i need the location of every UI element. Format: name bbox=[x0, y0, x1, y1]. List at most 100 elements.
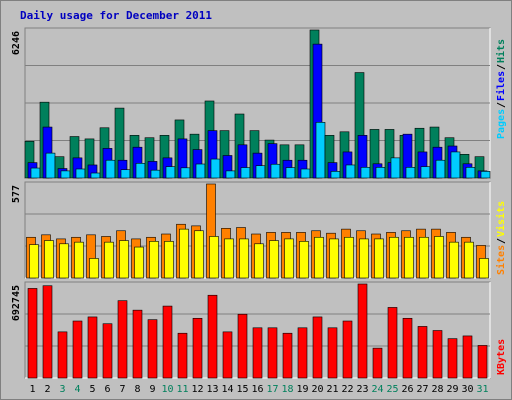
legend-hits-panel-pages: Pages bbox=[496, 109, 507, 139]
kbytes-bar bbox=[297, 327, 308, 379]
day-label: 9 bbox=[149, 384, 155, 395]
day-label: 2 bbox=[44, 384, 50, 395]
kbytes-bar bbox=[327, 327, 338, 379]
kbytes-bar bbox=[132, 309, 143, 379]
sites-bar bbox=[284, 238, 294, 279]
sites-bar bbox=[479, 258, 489, 279]
day-label: 5 bbox=[89, 384, 95, 395]
pages-bar bbox=[300, 168, 311, 179]
legend-hits-panel-files: Files bbox=[495, 71, 507, 101]
sites-bar bbox=[299, 241, 309, 279]
kbytes-panel-ymax-label: 692745 bbox=[11, 285, 22, 321]
kbytes-bar bbox=[447, 338, 458, 379]
pages-bar bbox=[360, 167, 371, 179]
day-label: 3 bbox=[59, 384, 65, 395]
pages-bar bbox=[210, 158, 221, 179]
legend-visits-panel-sep: / bbox=[496, 238, 507, 244]
sites-bar bbox=[359, 238, 369, 279]
legend-kbytes-panel-kbytes: KBytes bbox=[496, 339, 507, 375]
day-label: 11 bbox=[176, 384, 188, 395]
visits-panel-ymax-label: 577 bbox=[11, 185, 22, 203]
sites-bar bbox=[464, 241, 474, 279]
kbytes-bar bbox=[222, 331, 233, 379]
kbytes-bar bbox=[342, 320, 353, 379]
pages-bar bbox=[315, 122, 326, 179]
legend-hits-panel-sep1: / bbox=[496, 102, 507, 108]
day-label: 15 bbox=[236, 384, 248, 395]
day-label: 16 bbox=[251, 384, 263, 395]
kbytes-bar bbox=[177, 332, 188, 379]
sites-bar bbox=[404, 236, 414, 279]
pages-bar bbox=[240, 167, 251, 179]
day-label: 21 bbox=[326, 384, 338, 395]
sites-bar bbox=[239, 238, 249, 279]
kbytes-bar bbox=[372, 347, 383, 379]
legend-visits-panel-visits: Visits bbox=[495, 201, 507, 237]
day-label: 6 bbox=[104, 384, 110, 395]
kbytes-bar bbox=[147, 319, 158, 379]
legend-hits-panel-sep2: / bbox=[496, 64, 507, 70]
day-label: 24 bbox=[371, 384, 383, 395]
kbytes-bar bbox=[432, 330, 443, 379]
day-label: 26 bbox=[401, 384, 413, 395]
sites-bar bbox=[104, 241, 114, 279]
day-label: 28 bbox=[431, 384, 443, 395]
pages-bar bbox=[345, 164, 356, 179]
legend-hits-panel-hits: Hits bbox=[495, 39, 507, 63]
sites-bar bbox=[449, 241, 459, 279]
day-label: 25 bbox=[386, 384, 398, 395]
sites-bar bbox=[179, 228, 189, 279]
pages-bar bbox=[420, 166, 431, 179]
kbytes-bar bbox=[477, 345, 488, 379]
pages-bar bbox=[45, 152, 56, 179]
pages-bar bbox=[165, 166, 176, 179]
sites-bar bbox=[59, 243, 69, 279]
pages-bar bbox=[60, 170, 71, 179]
sites-bar bbox=[419, 236, 429, 279]
kbytes-bar bbox=[417, 326, 428, 379]
sites-bar bbox=[389, 236, 399, 279]
pages-bar bbox=[270, 163, 281, 179]
kbytes-bar bbox=[87, 316, 98, 379]
sites-bar bbox=[314, 236, 324, 279]
pages-bar bbox=[30, 167, 41, 179]
pages-bar bbox=[255, 165, 266, 179]
day-label: 20 bbox=[311, 384, 323, 395]
pages-bar bbox=[120, 169, 131, 179]
kbytes-bar bbox=[117, 300, 128, 379]
kbytes-bar bbox=[357, 283, 368, 379]
sites-bar bbox=[149, 241, 159, 279]
pages-bar bbox=[135, 163, 146, 179]
sites-bar bbox=[209, 236, 219, 279]
kbytes-bar bbox=[102, 323, 113, 379]
sites-bar bbox=[254, 243, 264, 279]
sites-bar bbox=[134, 246, 144, 279]
kbytes-bar bbox=[252, 327, 263, 379]
kbytes-bar bbox=[282, 332, 293, 379]
pages-bar bbox=[450, 151, 461, 179]
kbytes-bar bbox=[72, 320, 83, 379]
chart-title: Daily usage for December 2011 bbox=[20, 9, 213, 22]
sites-bar bbox=[374, 238, 384, 279]
sites-bar bbox=[119, 240, 129, 279]
sites-bar bbox=[329, 238, 339, 279]
day-label: 17 bbox=[266, 384, 278, 395]
day-label: 19 bbox=[296, 384, 308, 395]
pages-bar bbox=[390, 157, 401, 179]
kbytes-bar bbox=[162, 305, 173, 379]
pages-bar bbox=[90, 172, 101, 179]
kbytes-bar bbox=[387, 307, 398, 379]
day-label: 10 bbox=[161, 384, 173, 395]
day-label: 8 bbox=[134, 384, 140, 395]
day-label: 13 bbox=[206, 384, 218, 395]
day-label: 14 bbox=[221, 384, 233, 395]
day-label: 7 bbox=[119, 384, 125, 395]
pages-bar bbox=[285, 167, 296, 179]
pages-bar bbox=[180, 167, 191, 179]
sites-bar bbox=[344, 236, 354, 279]
day-label: 30 bbox=[461, 384, 473, 395]
sites-bar bbox=[44, 240, 54, 279]
day-label: 27 bbox=[416, 384, 428, 395]
kbytes-bar bbox=[192, 317, 203, 379]
